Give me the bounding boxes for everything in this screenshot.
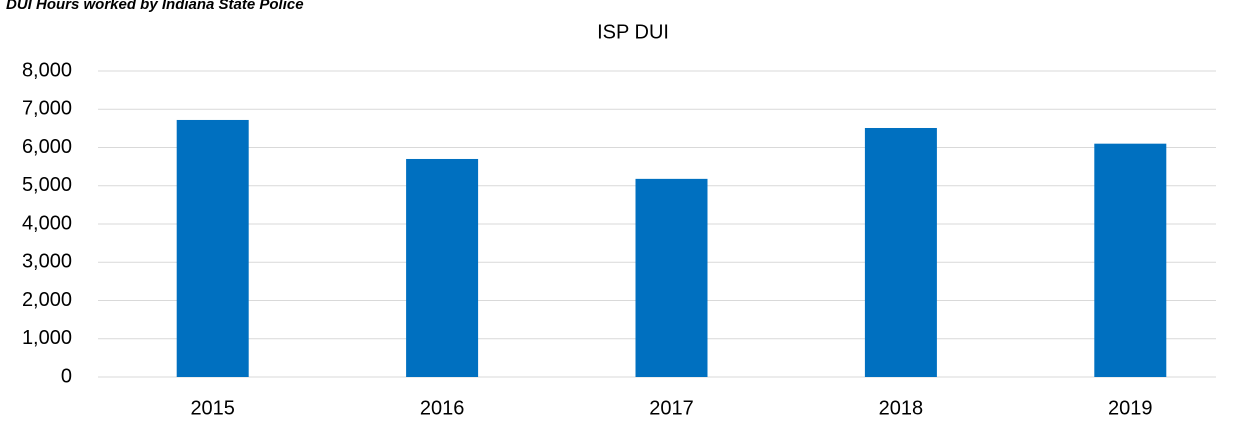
bar [1094, 143, 1167, 377]
y-tick-label: 3,000 [22, 251, 72, 273]
y-tick-label: 8,000 [22, 59, 72, 81]
x-tick-label: 2019 [1108, 397, 1153, 419]
x-tick-label: 2018 [879, 397, 924, 419]
x-tick-label: 2017 [649, 397, 694, 419]
bar [635, 178, 708, 377]
y-tick-label: 0 [61, 365, 72, 387]
y-tick-label: 6,000 [22, 136, 72, 158]
x-tick-label: 2015 [190, 397, 235, 419]
y-tick-label: 1,000 [22, 327, 72, 349]
chart-title: ISP DUI [597, 21, 669, 43]
y-tick-label: 7,000 [22, 98, 72, 120]
bar [864, 127, 937, 378]
bar [176, 119, 249, 378]
chart-subtitle: DUI Hours worked by Indiana State Police [6, 0, 304, 13]
y-tick-label: 5,000 [22, 174, 72, 196]
y-tick-label: 4,000 [22, 212, 72, 234]
x-tick-label: 2016 [420, 397, 465, 419]
bar [406, 158, 479, 377]
y-tick-label: 2,000 [22, 289, 72, 311]
